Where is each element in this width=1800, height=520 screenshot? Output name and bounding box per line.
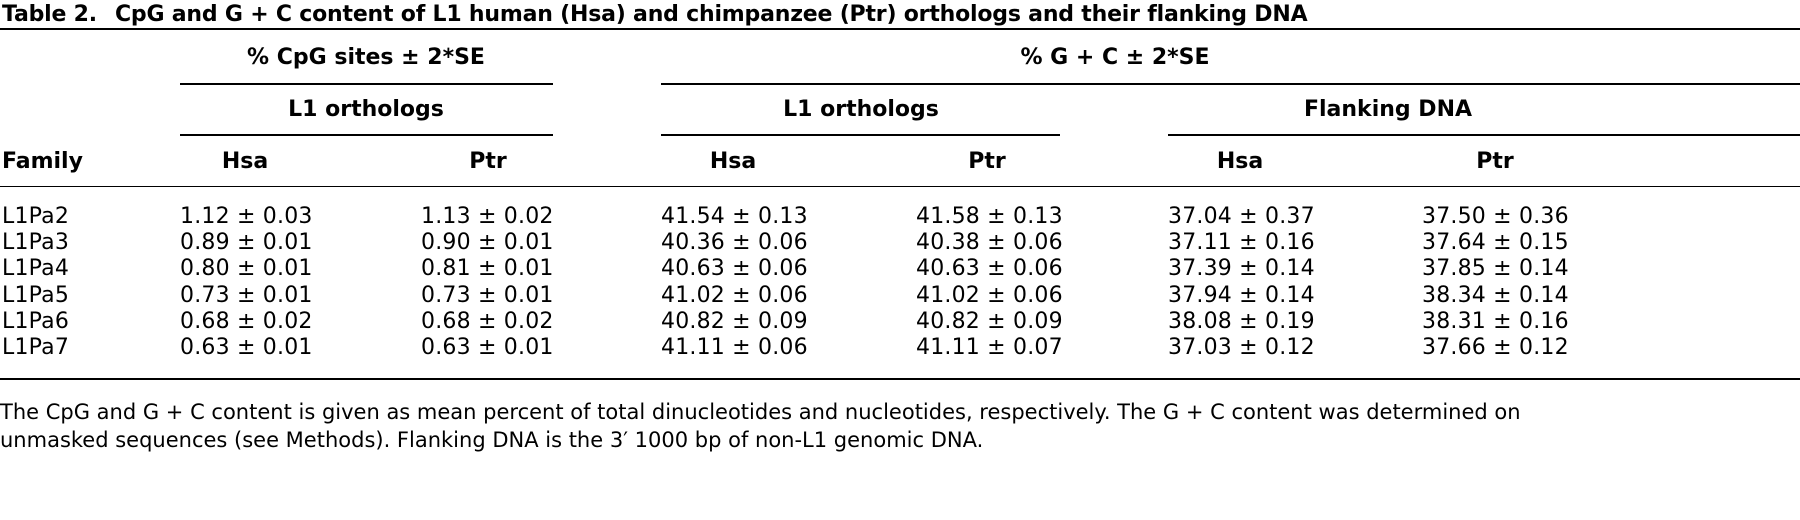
column-header-cpg-ptr: Ptr: [469, 149, 507, 174]
table-cell: 37.66 ± 0.12: [1422, 335, 1569, 360]
rule-cpg-group: [180, 83, 553, 85]
table-label: Table 2.: [2, 2, 97, 27]
column-header-flank-hsa: Hsa: [1216, 149, 1264, 174]
table-cell: 37.11 ± 0.16: [1168, 230, 1315, 256]
table-cell: 38.31 ± 0.16: [1422, 308, 1569, 334]
row-family-cell: L1Pa4: [2, 256, 70, 282]
table-cell: 0.63 ± 0.01: [180, 335, 313, 360]
table-cell: 37.64 ± 0.15: [1422, 230, 1569, 256]
table-cell: 37.04 ± 0.37: [1168, 204, 1315, 229]
table-cell: 37.94 ± 0.14: [1168, 282, 1315, 308]
header-cpg-group: % CpG sites ± 2*SE: [247, 45, 485, 70]
table-cell: 0.73 ± 0.01: [180, 282, 313, 308]
table-cell: 37.03 ± 0.12: [1168, 335, 1315, 360]
column-header-cpg-hsa: Hsa: [221, 149, 269, 174]
rule-cpg-orthologs: [180, 134, 553, 136]
table-caption: CpG and G + C content of L1 human (Hsa) …: [114, 2, 1308, 27]
row-family-cell: L1Pa7: [2, 335, 70, 360]
table-cell: 0.89 ± 0.01: [180, 230, 313, 256]
table-cell: 0.90 ± 0.01: [421, 230, 554, 256]
table-cell: 41.58 ± 0.13: [916, 204, 1063, 229]
table-title: Table 2. CpG and G + C content of L1 huma…: [2, 2, 1308, 27]
row-family-cell: L1Pa3: [2, 230, 70, 256]
table-cell: 0.73 ± 0.01: [421, 282, 554, 308]
header-rule: [0, 186, 1800, 187]
table-cell: 40.82 ± 0.09: [661, 308, 808, 334]
table-cell: 40.63 ± 0.06: [916, 256, 1063, 282]
table-cell: 40.38 ± 0.06: [916, 230, 1063, 256]
table-cell: 41.11 ± 0.07: [916, 335, 1063, 360]
table-cell: 38.08 ± 0.19: [1168, 308, 1315, 334]
table-cell: 41.54 ± 0.13: [661, 204, 808, 229]
row-family-cell: L1Pa2: [2, 204, 70, 229]
table-cell: 37.85 ± 0.14: [1422, 256, 1569, 282]
rule-gc-orthologs: [661, 134, 1060, 136]
table-cell: 1.12 ± 0.03: [180, 204, 313, 229]
table-cell: 37.39 ± 0.14: [1168, 256, 1315, 282]
table-cell: 41.02 ± 0.06: [916, 282, 1063, 308]
table-cell: 38.34 ± 0.14: [1422, 282, 1569, 308]
header-gc-orthologs: L1 orthologs: [783, 97, 939, 122]
header-cpg-orthologs: L1 orthologs: [288, 97, 444, 122]
table-cell: 37.50 ± 0.36: [1422, 204, 1569, 229]
table-cell: 1.13 ± 0.02: [421, 204, 554, 229]
table-cell: 0.68 ± 0.02: [180, 308, 313, 334]
table-footnote: The CpG and G + C content is given as me…: [0, 398, 1800, 454]
table-cell: 40.63 ± 0.06: [661, 256, 808, 282]
footnote-line: unmasked sequences (see Methods). Flanki…: [0, 428, 984, 452]
footnote-line: The CpG and G + C content is given as me…: [0, 400, 1521, 424]
column-header-gc-ptr: Ptr: [968, 149, 1006, 174]
header-gc-flanking: Flanking DNA: [1303, 97, 1473, 122]
row-family-cell: L1Pa5: [2, 282, 70, 308]
header-gc-group: % G + C ± 2*SE: [1020, 45, 1210, 70]
table-cell: 0.68 ± 0.02: [421, 308, 554, 334]
table-cell: 41.02 ± 0.06: [661, 282, 808, 308]
top-rule: [0, 28, 1800, 30]
table-cell: 0.80 ± 0.01: [180, 256, 313, 282]
table-cell: 40.82 ± 0.09: [916, 308, 1063, 334]
table-cell: 0.81 ± 0.01: [421, 256, 554, 282]
table-cell: 40.36 ± 0.06: [661, 230, 808, 256]
column-header-flank-ptr: Ptr: [1476, 149, 1514, 174]
column-header-gc-hsa: Hsa: [709, 149, 757, 174]
table-cell: 41.11 ± 0.06: [661, 335, 808, 360]
bottom-rule: [0, 378, 1800, 380]
row-family-cell: L1Pa6: [2, 308, 70, 334]
table-cell: 0.63 ± 0.01: [421, 335, 554, 360]
column-header-family: Family: [2, 149, 83, 174]
rule-gc-flanking: [1168, 134, 1800, 136]
rule-gc-group: [661, 83, 1800, 85]
